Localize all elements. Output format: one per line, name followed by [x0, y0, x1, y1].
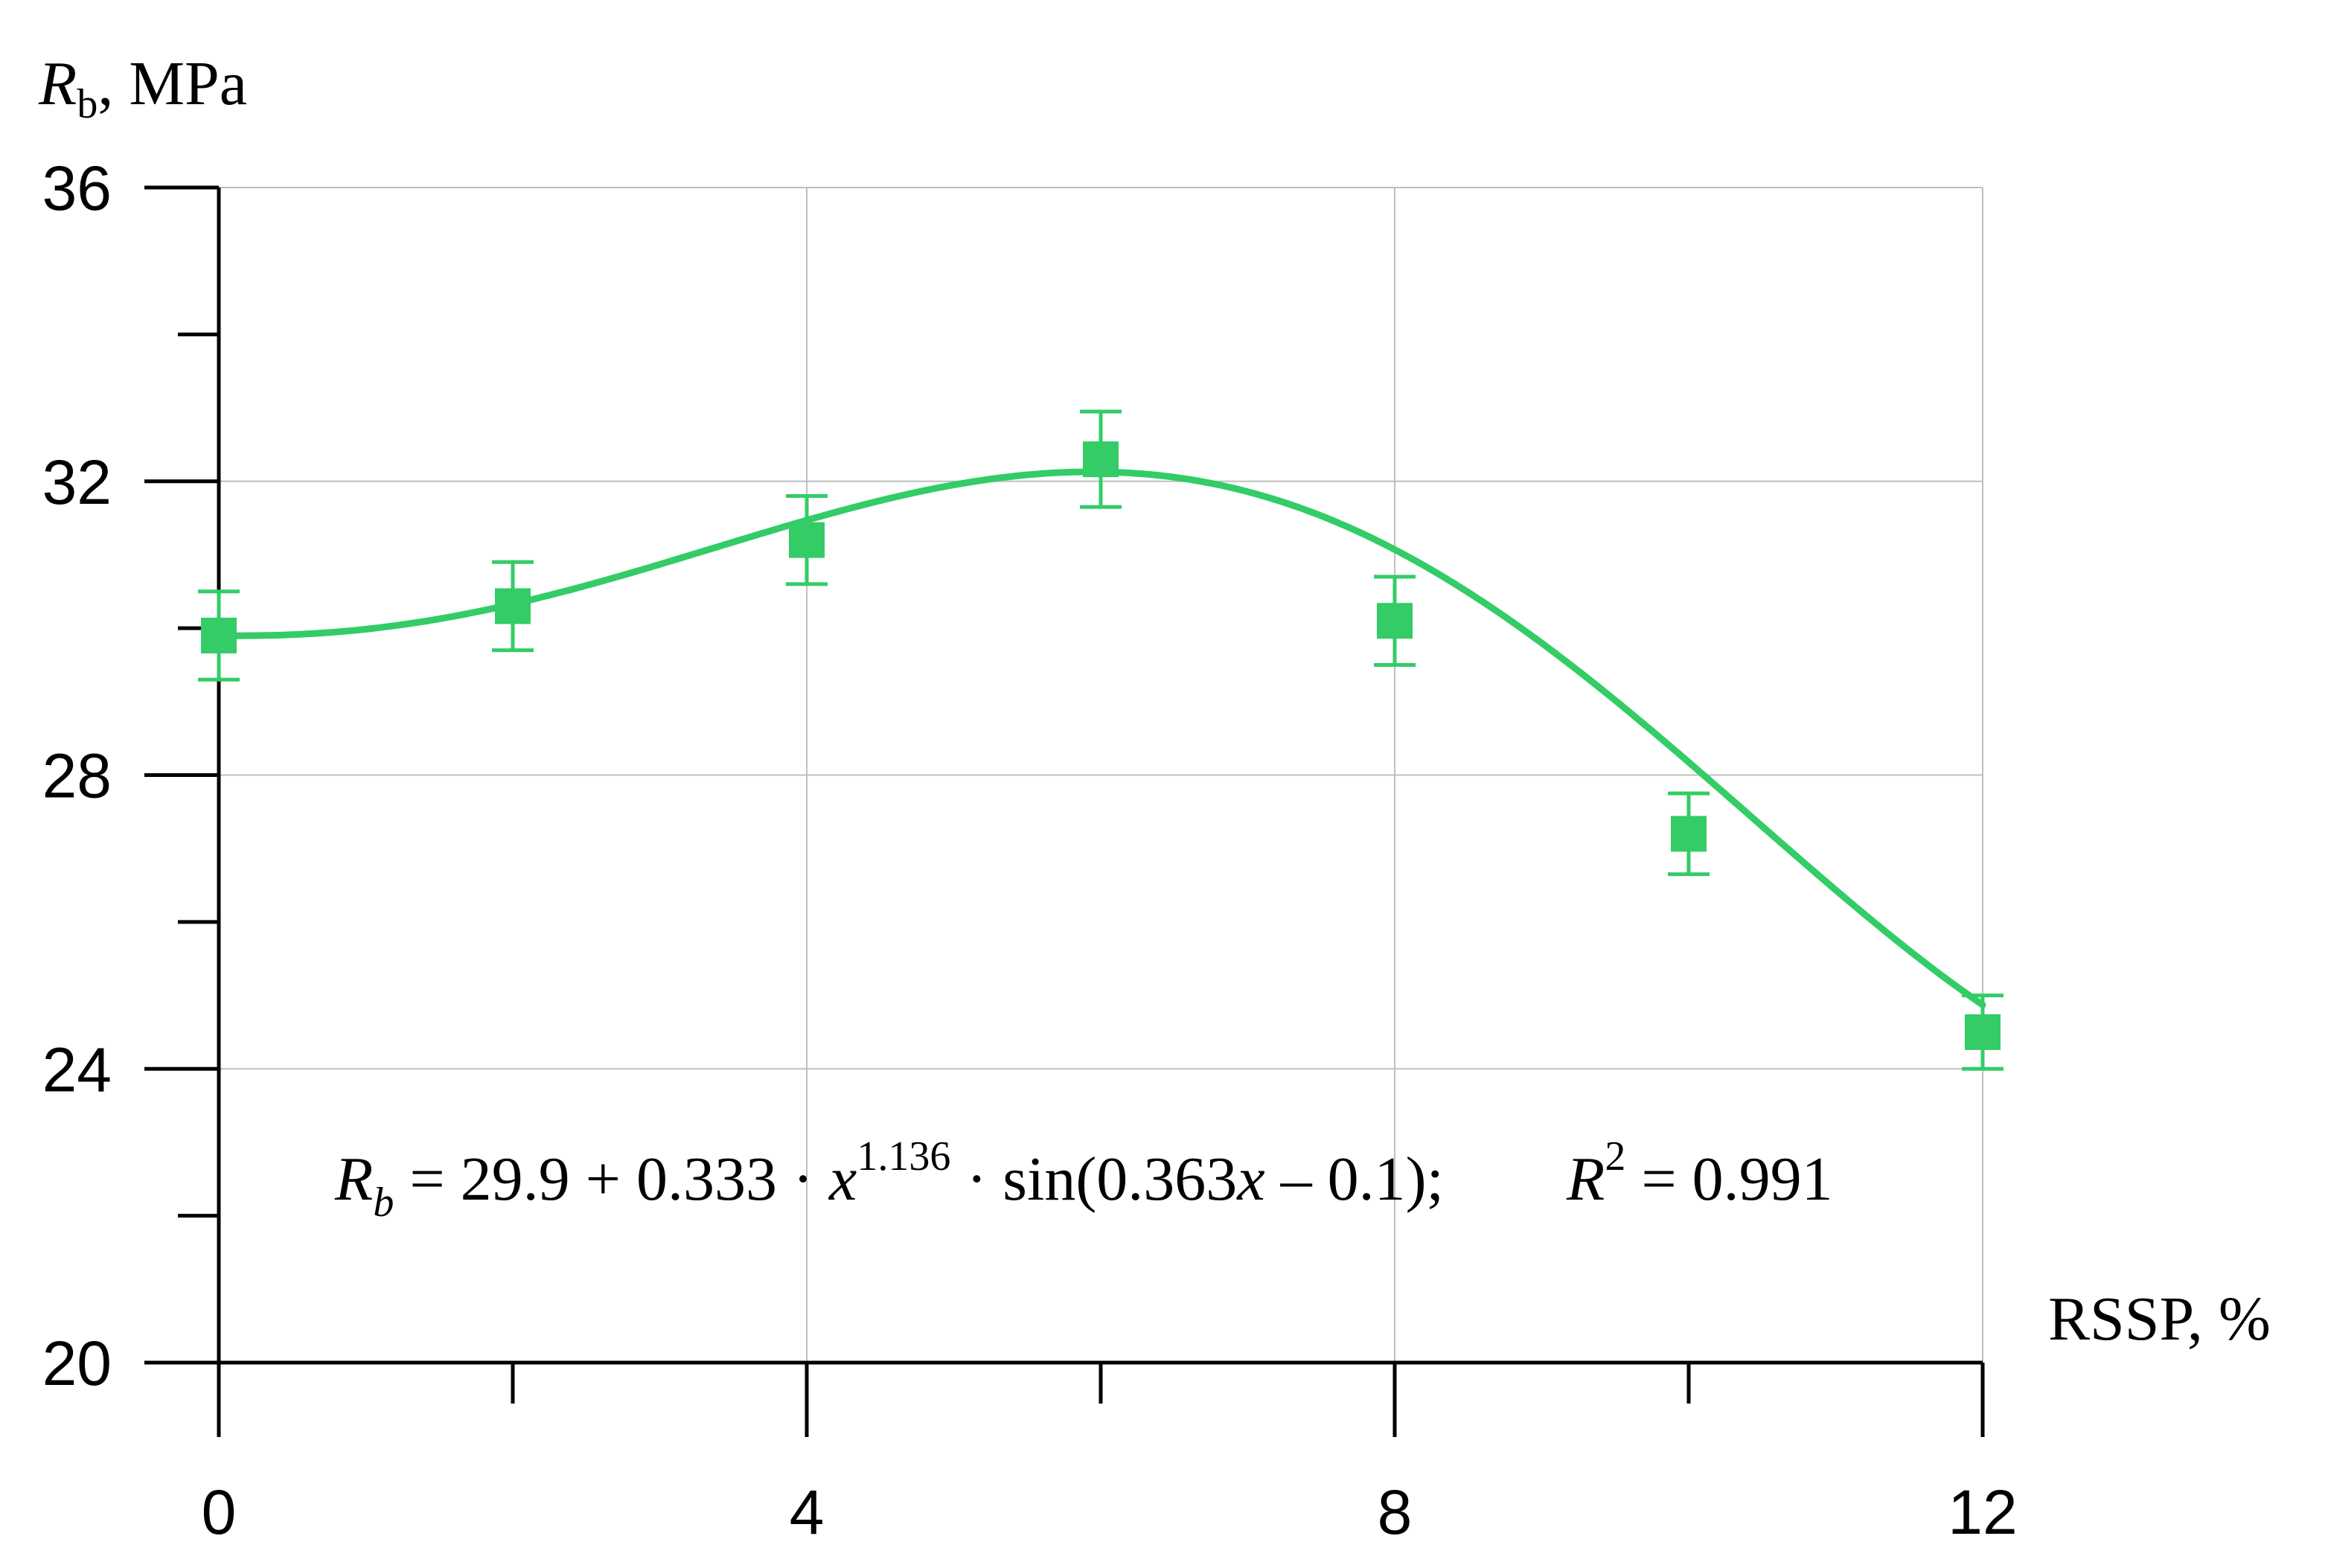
data-point-4 — [786, 493, 828, 586]
data-points — [198, 409, 2004, 1071]
x-tick-label-0: 0 — [202, 1477, 237, 1547]
data-point-6 — [1080, 409, 1122, 509]
equation-exponent: 1.136 — [857, 1133, 950, 1180]
equation-variable-2: x — [1235, 1145, 1264, 1214]
marker-8 — [1377, 603, 1413, 639]
equation-main: = 29.9 + 0.333 · — [394, 1145, 829, 1214]
equation-end: – 0.1); — [1265, 1145, 1444, 1214]
data-point-12 — [1962, 993, 2004, 1071]
data-point-2 — [492, 560, 534, 653]
marker-6 — [1083, 441, 1119, 478]
y-tick-label-32: 32 — [42, 447, 112, 517]
y-tick-label-20: 20 — [42, 1328, 112, 1398]
marker-4 — [789, 522, 825, 558]
x-axis-label: RSSP, % — [2048, 1284, 2271, 1354]
x-tick-label-12: 12 — [1948, 1477, 2017, 1547]
marker-2 — [495, 588, 531, 624]
y-axis-label: Rb, MPa — [38, 49, 247, 127]
equation-variable: x — [828, 1145, 857, 1214]
y-tick-label-24: 24 — [42, 1034, 112, 1104]
fit-equation: Rb = 29.9 + 0.333 · x1.136 · sin(0.363x … — [334, 1133, 1444, 1226]
r-squared-exponent: 2 — [1605, 1133, 1625, 1180]
y-axis-unit: , MPa — [97, 49, 247, 118]
y-axis-subscript: b — [77, 81, 97, 127]
equation-tail: · sin(0.363 — [950, 1145, 1237, 1214]
y-axis-symbol: R — [38, 49, 77, 118]
r-squared-symbol: R — [1566, 1145, 1605, 1214]
x-tick-label-4: 4 — [790, 1477, 825, 1547]
data-point-8 — [1374, 575, 1416, 667]
data-point-10 — [1668, 791, 1710, 877]
x-tick-label-8: 8 — [1378, 1477, 1413, 1547]
tick-labels: 20 24 28 32 36 0 4 8 12 — [42, 153, 2018, 1547]
y-tick-label-36: 36 — [42, 153, 112, 223]
marker-10 — [1671, 816, 1707, 852]
equation-lhs-symbol: R — [334, 1145, 373, 1214]
r-squared: R2 = 0.991 — [1566, 1133, 1833, 1214]
axes — [144, 185, 1985, 1437]
data-point-0 — [198, 589, 240, 682]
marker-0 — [201, 617, 237, 653]
y-tick-label-28: 28 — [42, 741, 112, 811]
r-squared-value: = 0.991 — [1625, 1145, 1832, 1214]
marker-12 — [1965, 1014, 2001, 1050]
equation-lhs-subscript: b — [373, 1180, 394, 1226]
